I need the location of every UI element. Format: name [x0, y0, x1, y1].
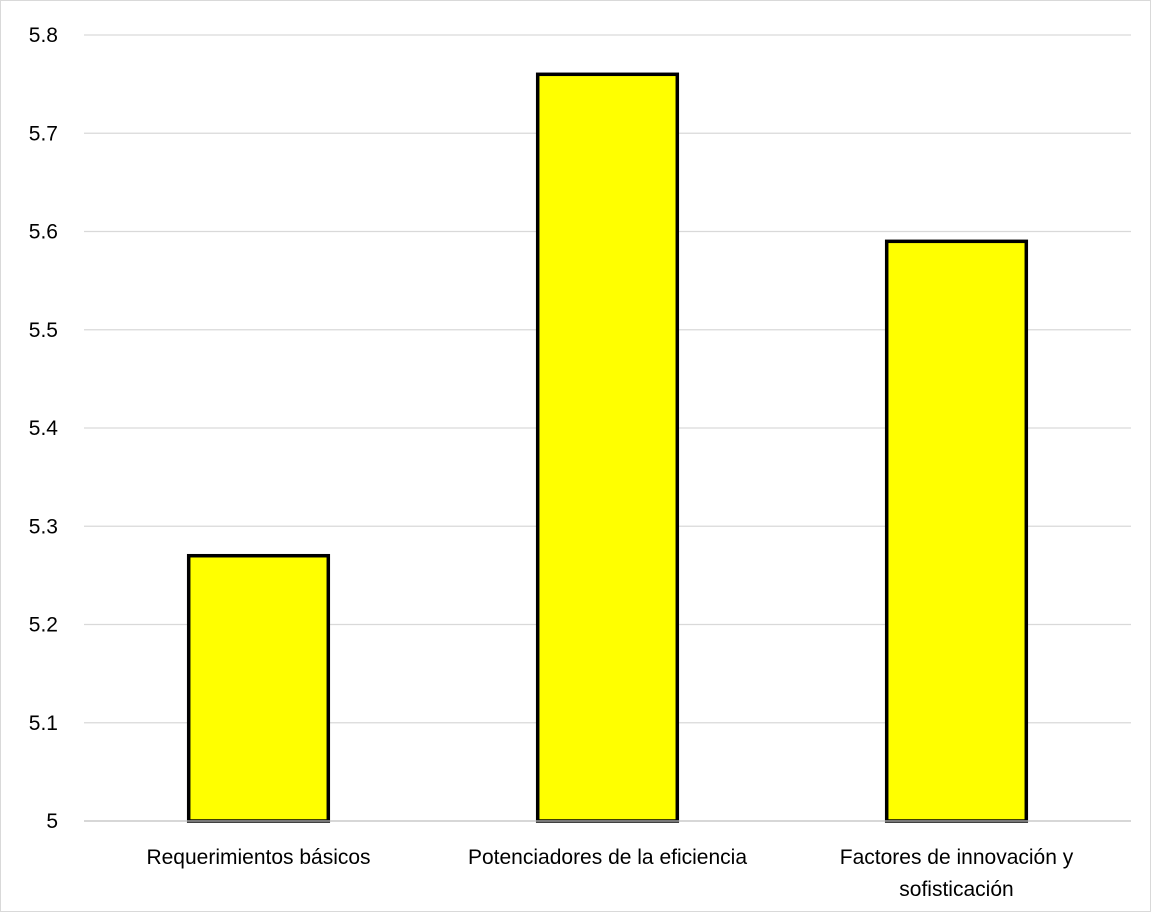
x-category-label: sofisticación	[899, 878, 1013, 901]
y-tick-label: 5.2	[29, 614, 58, 637]
x-category-label: Requerimientos básicos	[146, 846, 370, 869]
x-category-label: Factores de innovación y	[840, 846, 1074, 869]
y-axis-tick-labels: 5 5.1 5.2 5.3 5.4 5.5 5.6 5.7 5.8	[29, 24, 59, 833]
bar	[535, 72, 680, 823]
y-tick-label: 5.3	[29, 515, 58, 538]
y-tick-label: 5.7	[29, 122, 58, 145]
x-category-label: Potenciadores de la eficiencia	[468, 846, 747, 869]
y-tick-label: 5.5	[29, 319, 58, 342]
bar	[884, 239, 1029, 823]
x-axis-category-labels: Requerimientos básicos Potenciadores de l…	[146, 846, 1073, 901]
y-tick-label: 5.8	[29, 24, 58, 47]
y-tick-label: 5.6	[29, 221, 58, 244]
bar	[186, 553, 331, 823]
y-tick-label: 5	[46, 810, 58, 833]
y-tick-label: 5.4	[29, 417, 59, 440]
bars	[186, 72, 1029, 823]
y-tick-label: 5.1	[29, 712, 58, 735]
